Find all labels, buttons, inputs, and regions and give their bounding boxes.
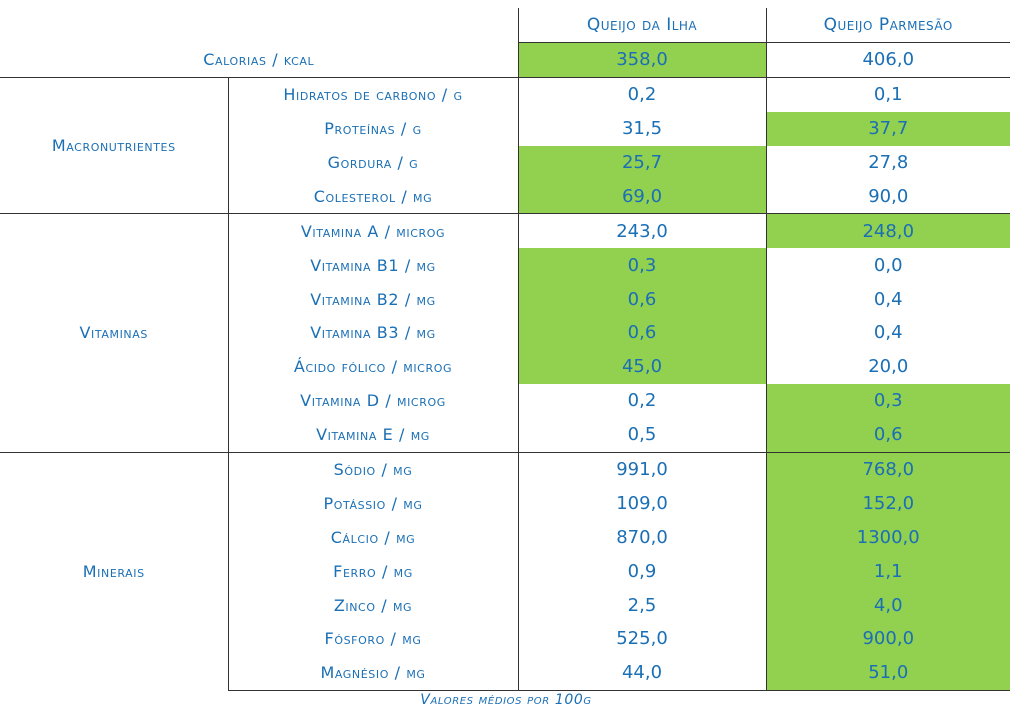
table-row: Magnésio / mg 44,0 51,0 <box>0 655 1010 691</box>
calorias-label: Calorias / kcal <box>203 50 315 70</box>
nutrient-label: Vitamina B3 / mg <box>310 323 436 343</box>
header-blank <box>0 8 228 42</box>
value-queijo-da-ilha: 0,2 <box>517 76 766 112</box>
nutrient-label: Gordura / g <box>327 153 419 172</box>
nutrient-label: Vitamina D / microg <box>300 391 446 411</box>
table-row: Vitamina E / mg 0,5 0,6 <box>0 417 1010 453</box>
value-queijo-parmesao: 768,0 <box>765 451 1010 487</box>
table-row: Vitamina B3 / mg 0,6 0,4 <box>0 316 1010 350</box>
table-row: Potássio / mg 109,0 152,0 <box>0 486 1010 521</box>
value-queijo-parmesao: 0,3 <box>765 383 1010 418</box>
table-row: Vitamina B2 / mg 0,6 0,4 <box>0 282 1010 317</box>
header-row: Queijo da Ilha Queijo Parmesão <box>0 8 1010 43</box>
value-queijo-parmesao: 0,4 <box>765 316 1010 350</box>
value-queijo-parmesao: 152,0 <box>765 486 1010 521</box>
value-queijo-da-ilha: 870,0 <box>517 520 766 555</box>
value-queijo-parmesao: 1,1 <box>765 554 1010 589</box>
value-queijo-da-ilha: 991,0 <box>517 451 766 487</box>
value-queijo-da-ilha: 243,0 <box>517 213 766 249</box>
table-row: Vitamina B1 / mg 0,3 0,0 <box>0 248 1010 283</box>
value-queijo-da-ilha: 45,0 <box>517 349 766 384</box>
header-blank <box>228 8 518 42</box>
footnote: Valores médios por 100g <box>420 692 592 708</box>
value-queijo-parmesao: 248,0 <box>765 213 1010 249</box>
value-queijo-da-ilha: 0,5 <box>517 417 766 453</box>
table-row: Vitamina D / microg 0,2 0,3 <box>0 383 1010 418</box>
nutrient-label: Sódio / mg <box>228 451 518 487</box>
value-queijo-parmesao: 4,0 <box>765 588 1010 623</box>
value-queijo-parmesao: 20,0 <box>765 349 1010 384</box>
calorias-value-parmesao: 406,0 <box>765 42 1010 78</box>
value-queijo-da-ilha: 0,9 <box>517 554 766 589</box>
group-label: Minerais <box>0 451 229 691</box>
group-label: Vitaminas <box>0 213 229 453</box>
nutrient-label: Zinco / mg <box>333 595 413 615</box>
table-row: Cálcio / mg 870,0 1300,0 <box>0 520 1010 555</box>
table-body: Calorias / kcal 358,0 406,0 Macronutrien… <box>0 42 1010 691</box>
nutrient-label: Cálcio / mg <box>330 527 416 547</box>
value-queijo-parmesao: 0,0 <box>765 248 1010 283</box>
value-queijo-parmesao: 0,1 <box>765 76 1010 112</box>
value-queijo-da-ilha: 25,7 <box>517 145 766 180</box>
nutrition-comparison-table: Queijo da Ilha Queijo Parmesão Calorias … <box>0 8 1010 691</box>
calorias-value-ilha: 358,0 <box>517 42 766 78</box>
group-label: Macronutrientes <box>0 76 229 214</box>
calorias-row: Calorias / kcal 358,0 406,0 <box>0 42 1010 78</box>
value-queijo-da-ilha: 69,0 <box>517 179 766 214</box>
nutrient-label: Fósforo / mg <box>324 629 422 649</box>
table-row: Fósforo / mg 525,0 900,0 <box>0 622 1010 656</box>
nutrient-label: Colesterol / mg <box>313 186 433 206</box>
nutrient-label: Hidratos de carbono / g <box>228 76 518 112</box>
value-queijo-parmesao: 0,6 <box>765 417 1010 453</box>
column-header-queijo-da-ilha: Queijo da Ilha <box>517 8 766 43</box>
value-queijo-da-ilha: 2,5 <box>517 588 766 623</box>
column-header-queijo-parmesao: Queijo Parmesão <box>765 8 1010 43</box>
value-queijo-da-ilha: 0,2 <box>517 383 766 418</box>
value-queijo-parmesao: 51,0 <box>765 655 1010 691</box>
nutrient-label: Magnésio / mg <box>228 655 518 691</box>
value-queijo-da-ilha: 525,0 <box>517 622 766 656</box>
value-queijo-parmesao: 0,4 <box>765 282 1010 317</box>
nutrient-label: Ferro / mg <box>333 561 413 581</box>
value-queijo-parmesao: 900,0 <box>765 622 1010 656</box>
nutrient-label: Vitamina B2 / mg <box>310 289 436 309</box>
value-queijo-parmesao: 27,8 <box>765 145 1010 180</box>
value-queijo-da-ilha: 31,5 <box>517 111 766 146</box>
nutrient-label: Ácido fólico / microg <box>293 357 453 377</box>
value-queijo-da-ilha: 109,0 <box>517 486 766 521</box>
value-queijo-parmesao: 1300,0 <box>765 520 1010 555</box>
value-queijo-da-ilha: 0,6 <box>517 282 766 317</box>
nutrient-label: Potássio / mg <box>323 493 423 513</box>
nutrient-label: Vitamina E / mg <box>316 425 430 445</box>
table-row: Colesterol / mg 69,0 90,0 <box>0 179 1010 214</box>
table-row: Zinco / mg 2,5 4,0 <box>0 588 1010 623</box>
value-queijo-da-ilha: 44,0 <box>517 655 766 691</box>
table-row: Macronutrientes Hidratos de carbono / g 0,… <box>0 76 1010 214</box>
table-row: Ferro / mg 0,9 1,1 <box>0 554 1010 589</box>
table-row: Proteínas / g 31,5 37,7 <box>0 111 1010 146</box>
nutrient-label: Vitamina B1 / mg <box>310 255 436 275</box>
table-row: Ácido fólico / microg 45,0 20,0 <box>0 349 1010 384</box>
table-row: Gordura / g 25,7 27,8 <box>0 145 1010 180</box>
value-queijo-da-ilha: 0,3 <box>517 248 766 283</box>
value-queijo-parmesao: 90,0 <box>765 179 1010 214</box>
value-queijo-da-ilha: 0,6 <box>517 316 766 350</box>
value-queijo-parmesao: 37,7 <box>765 111 1010 146</box>
table-row: Vitaminas Vitamina A / microg 243,0 248,0 <box>0 213 1010 453</box>
table-row: Minerais Sódio / mg 991,0 768,0 <box>0 451 1010 691</box>
nutrient-label: Proteínas / g <box>324 119 422 139</box>
nutrient-label: Vitamina A / microg <box>228 213 518 249</box>
